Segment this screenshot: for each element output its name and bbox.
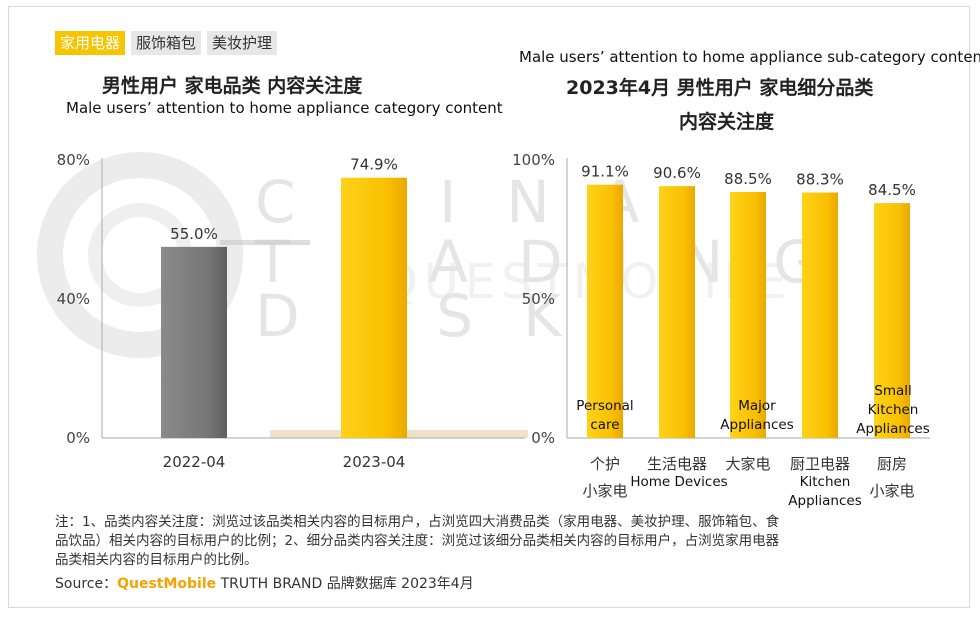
left-chart-subtitle: Male users’ attention to home appliance … (66, 99, 503, 117)
english-category-label: Kitchen (800, 474, 851, 490)
footnote-line3: 品类相关内容的目标用户的比例。 (55, 552, 258, 568)
english-category-label: Appliances (720, 417, 793, 433)
bar (874, 203, 910, 438)
english-category-label: Home Devices (630, 474, 727, 490)
right-chart-title-line2: 内容关注度 (679, 111, 775, 133)
bar (802, 192, 838, 438)
y-tick-label: 40% (57, 290, 90, 308)
tab-beauty-care[interactable]: 美妆护理 (207, 31, 278, 55)
data-label: 84.5% (868, 181, 916, 199)
x-tick-label: 厨房 (877, 455, 907, 473)
data-label: 88.3% (796, 171, 844, 189)
data-label: 88.5% (724, 170, 772, 188)
x-tick-label: 小家电 (582, 482, 627, 500)
x-tick-label: 个护 (590, 455, 620, 473)
x-tick-label: 2022-04 (163, 453, 226, 471)
y-tick-label: 0% (66, 429, 90, 447)
english-category-label: Kitchen (868, 402, 919, 418)
english-category-label: Major (738, 398, 776, 414)
bar (161, 246, 227, 438)
data-label: 90.6% (653, 164, 701, 182)
english-category-label: Small (874, 383, 912, 399)
footnote-line2: 品饮品）相关内容的目标用户的比例；2、细分品类内容关注度：浏览过该细分品类相关内… (55, 533, 780, 549)
x-tick-label: 2023-04 (343, 453, 406, 471)
bar (341, 177, 407, 438)
data-label: 74.9% (350, 156, 398, 174)
right-chart-title-line1: 2023年4月 男性用户 家电细分品类 (566, 77, 874, 99)
x-tick-label: 大家电 (725, 455, 770, 473)
y-tick-label: 0% (531, 429, 555, 447)
right-chart-subtitle: Male users’ attention to home appliance … (519, 48, 980, 66)
x-tick-label: 生活电器 (647, 455, 707, 473)
english-category-label: Personal (576, 398, 633, 414)
x-tick-label: 小家电 (869, 482, 914, 500)
x-tick-label: 厨卫电器 (790, 455, 850, 473)
source-line: Source：QuestMobile TRUTH BRAND 品牌数据库 202… (55, 573, 474, 593)
tab-apparel-bags[interactable]: 服饰箱包 (131, 31, 202, 55)
source-brand: QuestMobile (117, 576, 217, 592)
footnote-line1: 注：1、品类内容关注度：浏览过该品类相关内容的目标用户，占浏览四大消费品类（家用… (55, 514, 780, 530)
english-category-label: care (590, 417, 619, 433)
bar (587, 184, 623, 438)
y-tick-label: 50% (522, 290, 555, 308)
y-tick-label: 100% (512, 151, 555, 169)
data-label: 55.0% (170, 225, 218, 243)
data-label: 91.1% (581, 163, 629, 181)
y-tick-label: 80% (57, 151, 90, 169)
footnote: 注：1、品类内容关注度：浏览过该品类相关内容的目标用户，占浏览四大消费品类（家用… (55, 513, 925, 570)
left-chart-title: 男性用户 家电品类 内容关注度 (102, 75, 363, 97)
source-rest: TRUTH BRAND 品牌数据库 2023年4月 (216, 576, 474, 592)
english-category-label: Appliances (856, 421, 929, 437)
category-tabs: 家用电器 服饰箱包 美妆护理 (55, 31, 278, 55)
source-prefix: Source： (55, 576, 118, 592)
bar (659, 186, 695, 438)
tab-home-appliances[interactable]: 家用电器 (55, 31, 126, 55)
english-category-label: Appliances (788, 493, 861, 509)
bar (730, 191, 766, 438)
